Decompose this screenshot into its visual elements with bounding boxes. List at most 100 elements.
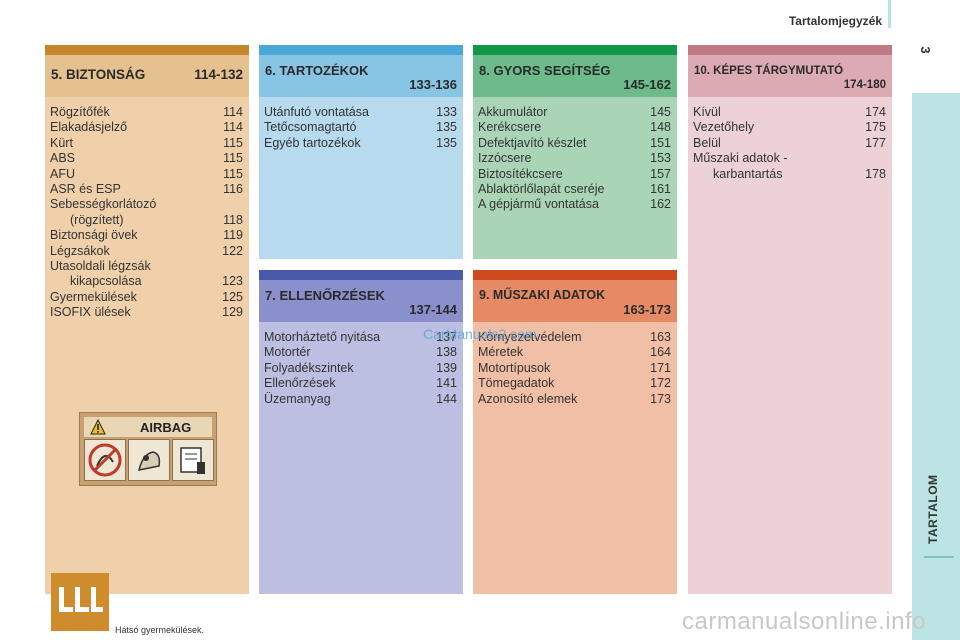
toc-entry[interactable]: Légzsákok 122 [50, 244, 243, 259]
toc-entry[interactable]: Elakadásjelző 114 [50, 120, 243, 135]
airbag-deploy-icon [128, 439, 170, 481]
section-color-bar [259, 270, 463, 280]
toc-entry-label: Kívül [693, 105, 721, 119]
toc-entry[interactable]: karbantartás 178 [693, 167, 886, 182]
toc-entry-label: Légzsákok [50, 243, 110, 258]
watermark-carmanualsonline: carmanualsonline.info [682, 608, 926, 635]
toc-entry[interactable]: Defektjavító készlet 151 [478, 136, 671, 151]
toc-entry[interactable]: Üzemanyag 144 [264, 392, 457, 407]
toc-entry-page: 161 [650, 181, 671, 196]
airbag-warning-label: AIRBAG [79, 412, 217, 486]
toc-entry[interactable]: Motortér 138 [264, 345, 457, 360]
toc-entry[interactable]: Akkumulátor 145 [478, 105, 671, 120]
toc-entry[interactable]: Műszaki adatok - [693, 151, 886, 166]
toc-entry[interactable]: Tömegadatok 172 [478, 376, 671, 391]
section-header[interactable]: 10. KÉPES TÁRGYMUTATÓ 174-180 [688, 55, 892, 97]
toc-entry-label: Tetőcsomagtartó [264, 120, 357, 135]
toc-entry-page: 114 [223, 105, 243, 119]
toc-entry-label: (rögzített) [70, 212, 124, 227]
toc-entry[interactable]: Kerékcsere 148 [478, 120, 671, 135]
toc-entry[interactable]: ASR és ESP 116 [50, 182, 243, 197]
toc-entry[interactable]: Biztosítékcsere 157 [478, 167, 671, 182]
page-number: 3 [918, 46, 933, 54]
toc-entry[interactable]: Gyermekülések 125 [50, 290, 243, 305]
section-body: Rögzítőfék 114 Elakadásjelző 114 Kürt 115 ABS 1… [45, 97, 249, 635]
toc-entry[interactable]: Motortípusok 171 [478, 361, 671, 376]
section-color-bar [473, 45, 677, 55]
section-header[interactable]: 8. GYORS SEGÍTSÉG 145-162 [473, 55, 677, 97]
toc-entry-label: Belül [693, 135, 721, 150]
toc-entry[interactable]: Azonosító elemek 173 [478, 392, 671, 407]
section-page-range: 133-136 [409, 77, 457, 92]
toc-entry[interactable]: Folyadékszintek 139 [264, 361, 457, 376]
toc-entry-label: Ablaktörlőlapát cseréje [478, 181, 605, 196]
toc-entry-page: 157 [650, 166, 671, 181]
toc-entry-page: 145 [650, 105, 671, 119]
section-page-range: 163-173 [623, 302, 671, 317]
toc-entry-page: 177 [865, 135, 886, 150]
toc-entry-page: 173 [650, 391, 671, 406]
toc-entry-page: 125 [222, 289, 243, 304]
section-body: Környezetvédelem 163 Méretek 164 Motortípuso… [473, 322, 677, 594]
toc-entry-page: 171 [650, 360, 671, 375]
toc-entry[interactable]: Utasoldali légzsák [50, 259, 243, 274]
section-header[interactable]: 6. TARTOZÉKOK 133-136 [259, 55, 463, 97]
toc-entry-page: 116 [223, 181, 243, 196]
section-body: Kívül 174 Vezetőhely 175 Belül 177 Műszaki ada… [688, 97, 892, 594]
toc-entry-label: Műszaki adatok - [693, 151, 788, 166]
toc-entry-label: Környezetvédelem [478, 330, 582, 344]
toc-entry[interactable]: ABS 115 [50, 151, 243, 166]
toc-entry[interactable]: Tetőcsomagtartó 135 [264, 120, 457, 135]
toc-entry-label: Azonosító elemek [478, 391, 578, 406]
section-body: Utánfutó vontatása 133 Tetőcsomagtartó 135 E… [259, 97, 463, 259]
toc-entry-page: 148 [650, 120, 671, 135]
section-ellenorzesek: 7. ELLENŐRZÉSEK 137-144 Motorháztető nyi… [259, 270, 463, 594]
section-color-bar [688, 45, 892, 55]
toc-entry[interactable]: Motorháztető nyitása 137 [264, 330, 457, 345]
toc-entry[interactable]: kikapcsolása 123 [50, 274, 243, 289]
toc-entry[interactable]: Izzócsere 153 [478, 151, 671, 166]
toc-entry[interactable]: Utánfutó vontatása 133 [264, 105, 457, 120]
section-body: Motorháztető nyitása 137 Motortér 138 Folyad… [259, 322, 463, 594]
section-header[interactable]: 7. ELLENŐRZÉSEK 137-144 [259, 280, 463, 322]
section-tartozekok: 6. TARTOZÉKOK 133-136 Utánfutó vontatása… [259, 45, 463, 259]
section-page-range: 174-180 [843, 79, 886, 91]
entry-list: Utánfutó vontatása 133 Tetőcsomagtartó 135 E… [264, 105, 457, 151]
toc-entry[interactable]: Belül 177 [693, 136, 886, 151]
toc-entry[interactable]: Rögzítőfék 114 [50, 105, 243, 120]
toc-entry-label: Üzemanyag [264, 391, 331, 406]
toc-entry[interactable]: ISOFIX ülések 129 [50, 305, 243, 320]
toc-entry-label: Vezetőhely [693, 120, 755, 135]
toc-entry-label: Tömegadatok [478, 376, 555, 391]
toc-entry[interactable]: Biztonsági övek 119 [50, 228, 243, 243]
toc-entry[interactable]: A gépjármű vontatása 162 [478, 197, 671, 212]
toc-entry[interactable]: Sebességkorlátozó [50, 197, 243, 212]
toc-entry-label: ASR és ESP [50, 181, 121, 196]
section-page-range: 145-162 [623, 77, 671, 92]
toc-entry-label: Kürt [50, 135, 73, 150]
section-kepes-targymutato: 10. KÉPES TÁRGYMUTATÓ 174-180 Kívül 174 Ve… [688, 45, 892, 594]
toc-entry-label: ISOFIX ülések [50, 305, 131, 320]
toc-entry[interactable]: Vezetőhely 175 [693, 120, 886, 135]
section-biztonsag: 5. BIZTONSÁG 114-132 Rögzítőfék 114 Elakad… [45, 45, 249, 635]
toc-entry[interactable]: Méretek 164 [478, 345, 671, 360]
toc-entry[interactable]: Környezetvédelem 163 [478, 330, 671, 345]
section-header[interactable]: 9. MŰSZAKI ADATOK 163-173 [473, 280, 677, 322]
sidebar-tab[interactable] [912, 93, 960, 640]
toc-entry[interactable]: (rögzített) 118 [50, 213, 243, 228]
section-header[interactable]: 5. BIZTONSÁG 114-132 [45, 55, 249, 97]
toc-entry-label: Sebességkorlátozó [50, 197, 157, 212]
toc-entry-page: 151 [650, 135, 671, 150]
entry-list: Akkumulátor 145 Kerékcsere 148 Defektjavító … [478, 105, 671, 213]
toc-entry[interactable]: Kívül 174 [693, 105, 886, 120]
toc-entry[interactable]: Egyéb tartozékok 135 [264, 136, 457, 151]
toc-entry-label: Biztosítékcsere [478, 166, 563, 181]
toc-entry-label: kikapcsolása [70, 274, 142, 289]
toc-entry-label: Egyéb tartozékok [264, 135, 361, 150]
toc-entry[interactable]: AFU 115 [50, 167, 243, 182]
toc-entry[interactable]: Kürt 115 [50, 136, 243, 151]
toc-entry[interactable]: Ablaktörlőlapát cseréje 161 [478, 182, 671, 197]
read-manual-icon [172, 439, 214, 481]
toc-entry-page: 137 [436, 330, 457, 344]
toc-entry[interactable]: Ellenőrzések 141 [264, 376, 457, 391]
